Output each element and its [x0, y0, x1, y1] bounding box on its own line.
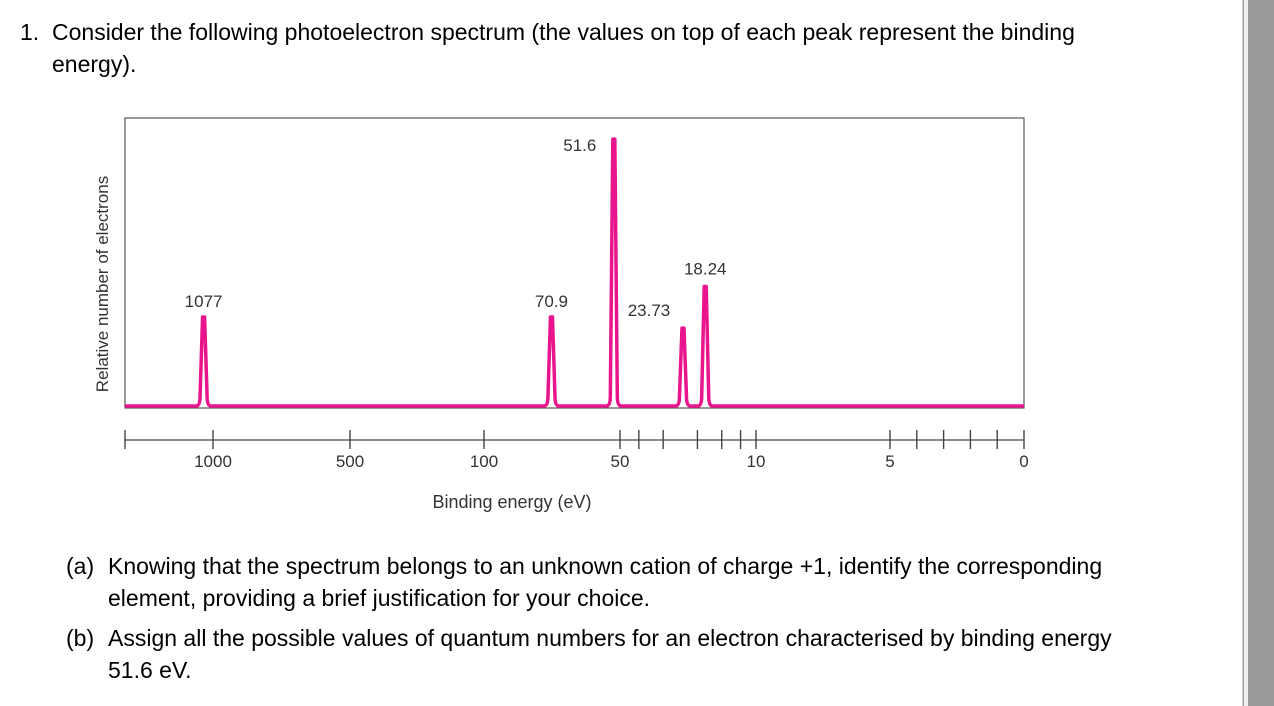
x-tick-label: 1000	[194, 452, 232, 471]
vertical-scrollbar[interactable]	[1242, 0, 1274, 706]
peak-label: 18.24	[684, 259, 727, 278]
peak-label: 51.6	[563, 136, 596, 155]
spectrum-line	[125, 137, 1024, 408]
part-a-label: (a)	[66, 553, 95, 579]
question-1: 1. Consider the following photoelectron …	[20, 16, 1130, 80]
x-axis-label: Binding energy (eV)	[432, 492, 591, 512]
question-number: 1.	[20, 19, 40, 45]
x-tick-label: 5	[885, 452, 894, 471]
x-tick-label: 0	[1019, 452, 1028, 471]
part-a-text: Knowing that the spectrum belongs to an …	[108, 553, 1103, 611]
peak-label: 1077	[185, 292, 223, 311]
x-tick-label: 500	[336, 452, 364, 471]
question-text: Consider the following photoelectron spe…	[52, 19, 1075, 77]
x-ticks	[124, 430, 1025, 449]
y-axis-label: Relative number of electrons	[93, 176, 112, 392]
part-a: (a) Knowing that the spectrum belongs to…	[66, 550, 1126, 614]
part-b-label: (b)	[66, 625, 95, 651]
x-tick-label: 10	[747, 452, 766, 471]
x-tick-label: 50	[611, 452, 630, 471]
plot-frame	[124, 117, 1025, 409]
photoelectron-spectrum-chart: 1000 500 100 50 10 5 0 1077 70.951.623.7318.24 …	[93, 117, 1029, 512]
part-b: (b) Assign all the possible values of qu…	[66, 622, 1126, 686]
peak-label: 23.73	[628, 301, 671, 320]
peak-labels: 1077 70.9 51.6 23.73 18.24	[185, 136, 727, 320]
part-b-text: Assign all the possible values of quantu…	[108, 625, 1112, 683]
x-tick-labels: 1000 500 100 50 10 5 0	[194, 452, 1029, 471]
peak-label: 70.9	[535, 292, 568, 311]
x-tick-label: 100	[470, 452, 498, 471]
scrollbar-track[interactable]	[1244, 0, 1248, 706]
